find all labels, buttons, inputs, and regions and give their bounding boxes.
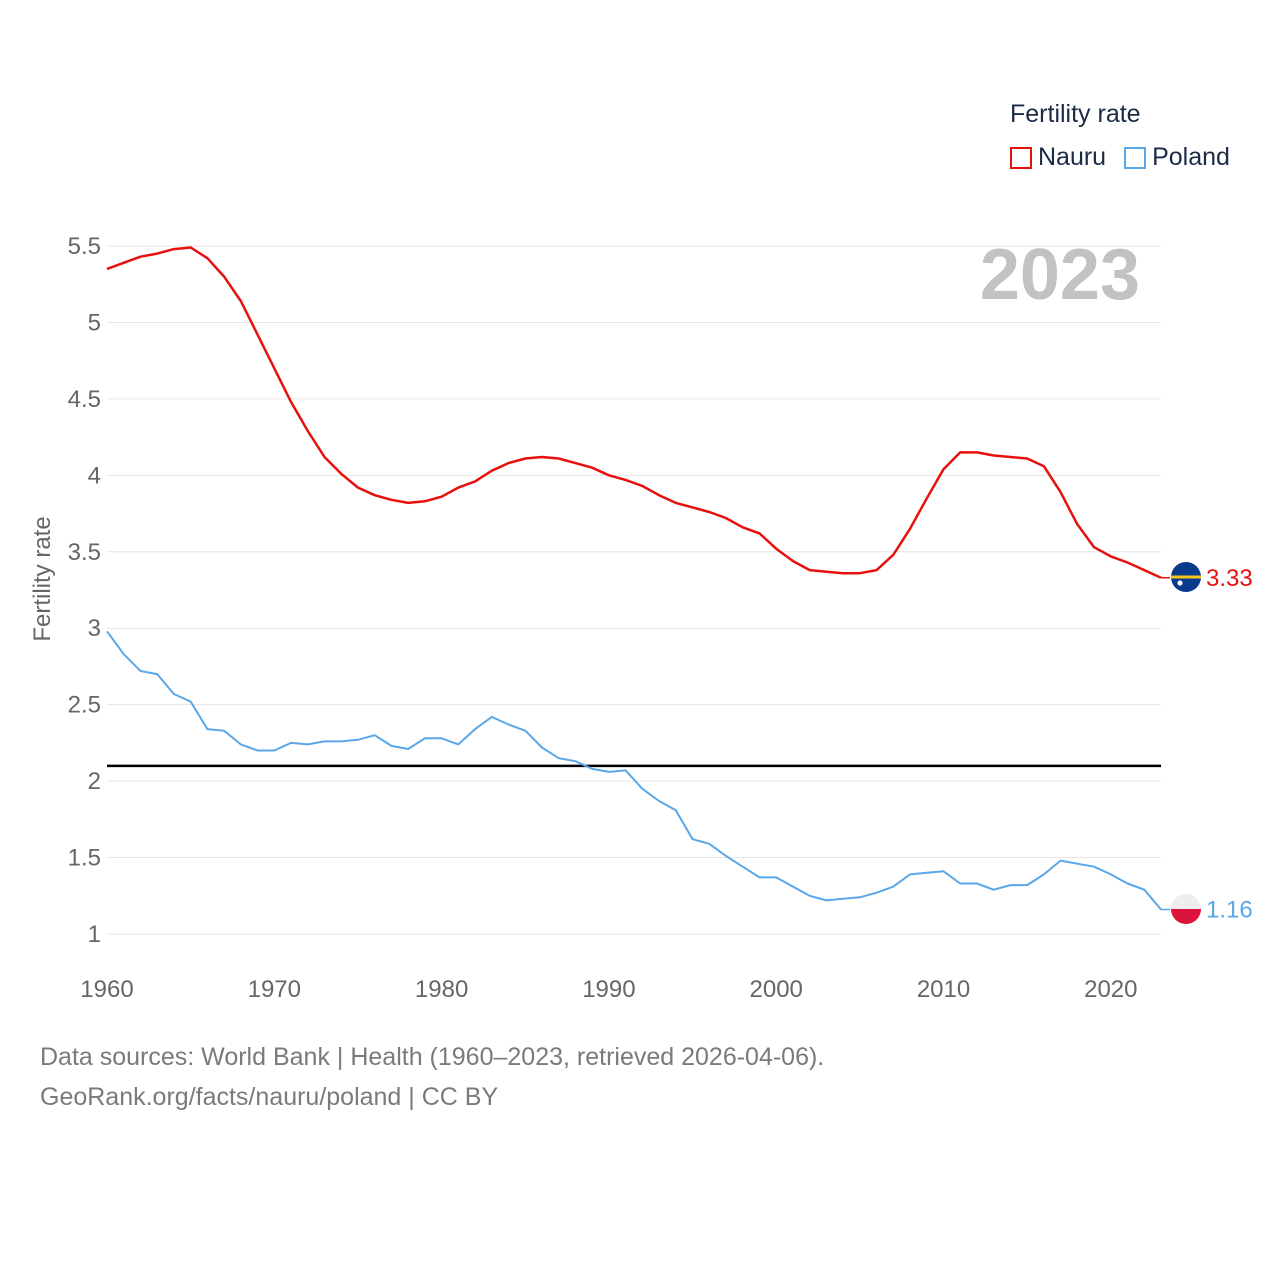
y-tick-label: 4 <box>88 462 101 489</box>
poland-flag <box>1171 894 1201 924</box>
legend-swatch-nauru <box>1010 146 1032 169</box>
gridlines <box>107 245 1161 935</box>
x-axis: 1960 1970 1980 1990 2000 2010 2020 <box>80 976 1137 1003</box>
end-label-poland: 1.16 <box>1206 897 1253 924</box>
footer-sources: Data sources: World Bank | Health (1960–… <box>40 1043 825 1071</box>
footer-link[interactable]: GeoRank.org/facts/nauru/poland | CC BY <box>40 1083 499 1111</box>
y-tick-label: 3 <box>88 615 101 642</box>
end-label-nauru: 3.33 <box>1206 565 1253 592</box>
y-tick-label: 2.5 <box>68 692 101 719</box>
x-tick-label: 1990 <box>582 976 635 1003</box>
legend-label-nauru: Nauru <box>1038 143 1107 171</box>
y-axis-label: Fertility rate <box>29 516 56 641</box>
y-tick-label: 2 <box>88 768 101 795</box>
x-tick-label: 2020 <box>1084 976 1137 1003</box>
legend-item-nauru[interactable]: Nauru <box>1010 143 1106 172</box>
y-tick-label: 4.5 <box>68 386 101 413</box>
y-tick-label: 3.5 <box>68 539 101 566</box>
x-tick-label: 2010 <box>917 976 970 1003</box>
y-tick-label: 1 <box>88 921 101 948</box>
x-tick-label: 1960 <box>80 976 133 1003</box>
series-line-nauru <box>106 246 1162 579</box>
x-tick-label: 1980 <box>415 976 468 1003</box>
year-label: 2023 <box>980 235 1140 315</box>
y-axis: 1 1.5 2 2.5 3 3.5 4 4.5 5 5.5 <box>68 233 101 948</box>
legend-item-poland[interactable]: Poland <box>1124 143 1230 172</box>
y-tick-label: 5.5 <box>68 233 101 260</box>
x-tick-label: 2000 <box>750 976 803 1003</box>
series <box>106 246 1170 911</box>
series-line-poland <box>106 630 1162 911</box>
legend: Nauru Poland <box>1010 143 1230 172</box>
x-tick-label: 1970 <box>248 976 301 1003</box>
legend-swatch-poland <box>1124 146 1147 169</box>
nauru-flag <box>1171 562 1201 592</box>
legend-label-poland: Poland <box>1152 143 1230 171</box>
legend-title: Fertility rate <box>1010 100 1141 128</box>
y-tick-label: 1.5 <box>68 845 101 872</box>
y-tick-label: 5 <box>88 309 101 336</box>
end-labels: 3.33 1.16 <box>1206 565 1253 924</box>
